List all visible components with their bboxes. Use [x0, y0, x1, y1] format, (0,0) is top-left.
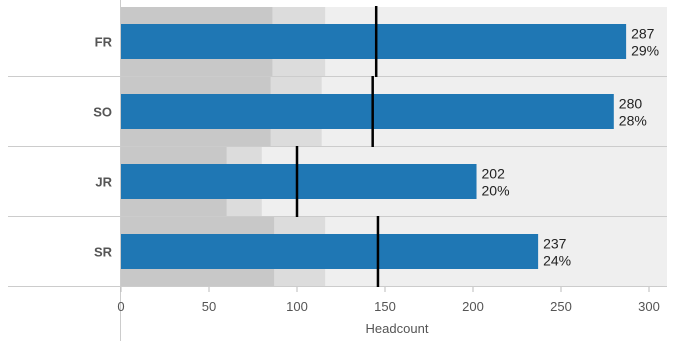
x-axis: 0 50 100 150 200 250 300 [117, 0, 660, 341]
x-tick-label: 100 [286, 299, 308, 314]
category-label: JR [95, 175, 112, 190]
bar [121, 234, 539, 269]
bar [121, 164, 477, 199]
x-tick-label: 300 [638, 299, 660, 314]
value-label: 287 [631, 26, 655, 42]
percent-label: 28% [619, 113, 647, 129]
bar [121, 94, 614, 129]
x-tick-label: 50 [202, 299, 216, 314]
value-label: 280 [619, 96, 643, 112]
value-label: 202 [482, 166, 506, 182]
x-tick-label: 250 [550, 299, 572, 314]
x-tick-label: 150 [374, 299, 396, 314]
percent-label: 20% [482, 183, 510, 199]
value-label: 237 [543, 236, 567, 252]
percent-label: 29% [631, 43, 659, 59]
category-label: SO [93, 105, 112, 120]
x-axis-title: Headcount [366, 321, 429, 336]
category-label: FR [95, 35, 113, 50]
percent-label: 24% [543, 253, 571, 269]
category-label: SR [94, 245, 113, 260]
x-tick-label: 0 [117, 299, 124, 314]
x-tick-label: 200 [462, 299, 484, 314]
bar [121, 24, 627, 59]
